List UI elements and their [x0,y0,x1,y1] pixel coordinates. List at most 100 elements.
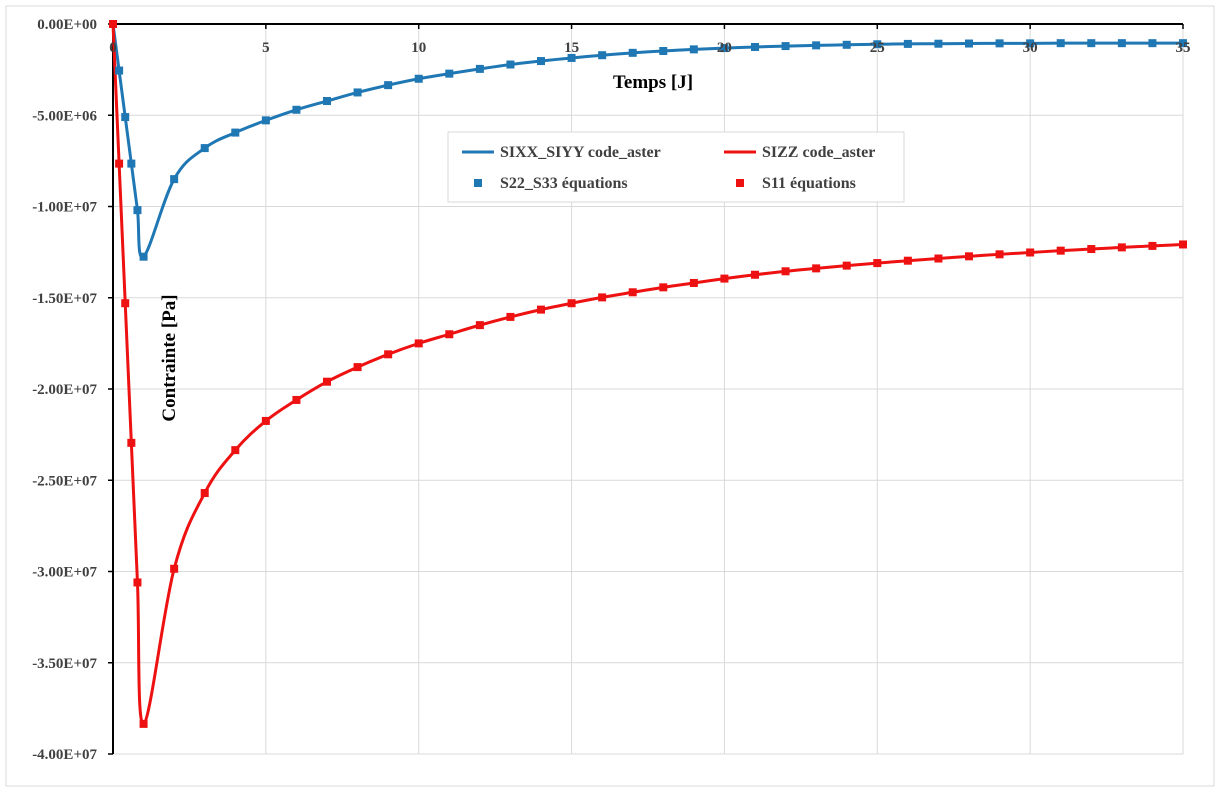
legend-label-s11-quations: S11 équations [762,175,856,192]
data-point-s22-s33-quations [873,40,882,49]
data-point-s22-s33-quations [133,206,142,215]
data-point-s11-quations [842,261,851,270]
y-tick-label: -1.00E+07 [32,200,97,216]
axes [108,23,1184,755]
y-tick-label: -2.50E+07 [32,473,97,489]
data-point-s11-quations [995,250,1004,259]
legend-label-s22-s33-quations: S22_S33 équations [500,175,628,192]
data-point-s11-quations [1056,246,1065,255]
data-point-s11-quations [506,312,515,321]
y-axis-title: Contrainte [Pa] [159,294,180,421]
data-point-s22-s33-quations [115,66,124,75]
data-point-s11-quations [903,256,912,265]
data-point-s11-quations [567,299,576,308]
y-tick-label: -1.50E+07 [32,291,97,307]
x-tick-label: 15 [564,40,579,56]
data-point-s11-quations [170,564,179,573]
y-tick-label: -3.50E+07 [32,656,97,672]
legend-box [447,131,905,203]
data-point-s22-s33-quations [934,39,943,48]
data-point-s11-quations [109,20,117,28]
tick-labels: 0 5 10 15 20 25 30 35 0.00E+00 -5.00E+06 -1.00E+07… [32,17,1190,763]
data-point-s22-s33-quations [567,53,576,62]
data-point-s22-s33-quations [445,69,454,78]
data-point-s11-quations [628,288,637,297]
data-point-s22-s33-quations [1056,39,1065,48]
data-point-s22-s33-quations [537,57,545,66]
data-point-s11-quations [261,416,270,425]
series-line-sixx-siyy-code-aster [111,22,1185,259]
data-point-s22-s33-quations [414,74,423,83]
y-tick-label: -5.00E+06 [32,108,97,124]
data-point-s22-s33-quations [751,42,759,51]
series [109,20,1187,728]
data-point-s22-s33-quations [231,128,240,137]
data-point-s11-quations [292,395,301,404]
x-tick-label: 10 [411,40,426,56]
data-point-s11-quations [139,719,148,728]
data-point-s22-s33-quations [720,44,729,53]
data-point-s22-s33-quations [1148,39,1157,48]
data-point-s11-quations [115,159,124,168]
data-point-s11-quations [121,299,130,308]
x-tick-label: 5 [262,40,270,56]
data-point-s11-quations [353,363,362,372]
data-point-s11-quations [537,305,545,314]
data-point-s22-s33-quations [965,39,973,48]
data-point-s22-s33-quations [292,105,301,114]
data-point-s22-s33-quations [323,97,331,106]
data-point-s22-s33-quations [598,51,607,60]
data-point-s11-quations [812,264,821,273]
data-point-s22-s33-quations [139,252,148,261]
data-point-s22-s33-quations [842,40,851,49]
data-point-s11-quations [1117,243,1126,252]
data-point-s22-s33-quations [689,45,698,54]
data-point-s11-quations [1179,240,1187,249]
data-point-s11-quations [965,252,973,261]
data-point-s11-quations [720,274,729,283]
data-point-s11-quations [598,293,607,302]
data-point-s11-quations [1087,245,1096,254]
data-point-s22-s33-quations [506,60,515,69]
data-point-s22-s33-quations [261,116,270,125]
x-tick-label: 30 [1023,40,1038,56]
x-axis-title: Temps [J] [613,72,693,93]
data-point-s11-quations [475,321,484,330]
data-point-s22-s33-quations [659,47,668,56]
data-point-s22-s33-quations [628,48,637,57]
data-point-s22-s33-quations [353,88,362,97]
data-point-s22-s33-quations [127,159,136,168]
data-point-s22-s33-quations [384,81,393,90]
data-point-s22-s33-quations [812,41,821,50]
y-tick-label: -4.00E+07 [32,747,97,763]
data-point-s11-quations [414,339,423,348]
x-tick-label: 35 [1176,40,1191,56]
data-point-s11-quations [231,446,240,455]
data-point-s22-s33-quations [903,39,912,48]
data-point-s11-quations [200,489,209,498]
data-point-s22-s33-quations [121,113,130,122]
legend: SIXX_SIYY code_aster SIZZ code_aster S22_S… [447,131,905,203]
data-point-s22-s33-quations [200,144,209,153]
data-point-s11-quations [873,259,882,268]
y-tick-label: -2.00E+07 [32,382,97,398]
legend-label-sixx-siyy-code-aster: SIXX_SIYY code_aster [500,144,661,161]
data-point-s22-s33-quations [781,42,790,51]
data-point-s11-quations [323,377,331,386]
data-point-s11-quations [1026,248,1035,257]
data-point-s22-s33-quations [475,64,484,73]
chart-frame [5,5,1215,787]
data-point-s22-s33-quations [1087,39,1096,48]
legend-label-sizz-code-aster: SIZZ code_aster [762,144,875,161]
data-point-s22-s33-quations [995,39,1004,48]
legend-swatch-s22-s33-quations [474,179,482,187]
data-point-s11-quations [384,350,393,359]
data-point-s11-quations [751,270,759,279]
y-tick-label: -3.00E+07 [32,565,97,581]
x-tick-label: 25 [870,40,885,56]
data-point-s22-s33-quations [1026,39,1035,48]
data-point-s11-quations [133,578,142,587]
